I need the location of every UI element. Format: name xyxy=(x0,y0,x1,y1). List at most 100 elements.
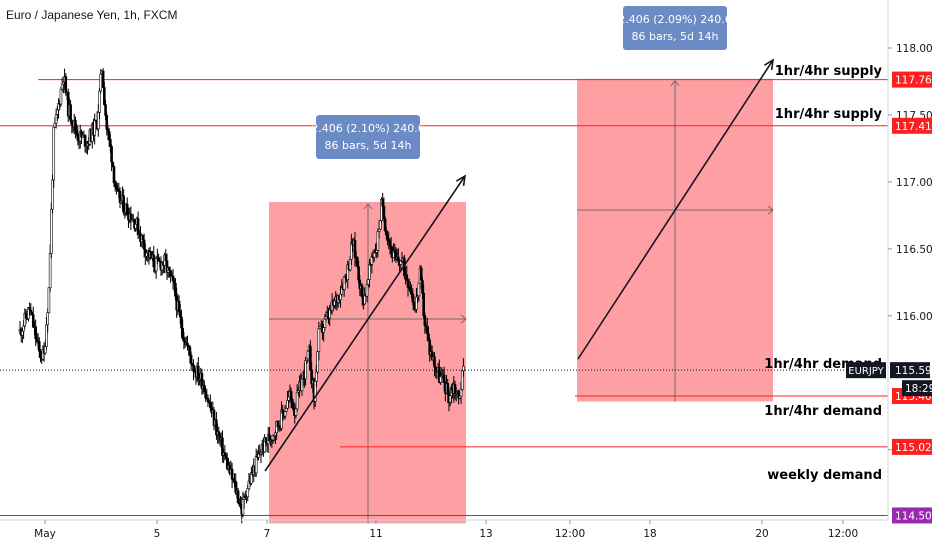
candle-body xyxy=(31,314,35,328)
x-tick-label: 7 xyxy=(264,528,271,540)
candle-body xyxy=(415,296,418,310)
level-price-tag xyxy=(892,71,932,88)
candle xyxy=(51,174,54,214)
candle xyxy=(34,319,37,347)
x-tick-label: 13 xyxy=(479,528,492,540)
candle-body xyxy=(44,346,47,354)
candle-body xyxy=(29,309,33,313)
candle-body xyxy=(304,360,307,380)
candle-body xyxy=(274,432,277,436)
candle-body xyxy=(224,455,228,459)
candle-body xyxy=(419,267,423,281)
candle-body xyxy=(104,104,107,116)
candle xyxy=(186,335,189,351)
candle-body xyxy=(171,275,175,281)
symbol-tag-text: EURJPY xyxy=(848,366,884,377)
candle-body xyxy=(177,300,181,313)
candle xyxy=(69,99,72,124)
candle-body xyxy=(47,287,51,314)
candle-body xyxy=(300,378,304,392)
candle-body xyxy=(172,280,176,284)
candle xyxy=(215,411,218,440)
candle-body xyxy=(388,240,392,247)
level-annotation: 1hr/4hr demand xyxy=(764,404,882,419)
candle xyxy=(241,491,245,518)
y-tick-label: 116.500 xyxy=(896,244,932,256)
candle-body xyxy=(409,287,412,292)
candle xyxy=(93,113,97,145)
candle xyxy=(50,202,53,258)
candle-body xyxy=(97,112,100,130)
candle-body xyxy=(37,341,41,352)
current-price-tag xyxy=(890,362,930,379)
candle xyxy=(254,448,258,477)
level-price-tag-text: 114.509 xyxy=(895,510,932,522)
chart-title: Euro / Japanese Yen, 1h, FXCM xyxy=(6,8,178,22)
candle xyxy=(200,368,204,395)
candle-body xyxy=(236,490,240,503)
y-tick-label: 116.000 xyxy=(896,311,932,323)
candle xyxy=(171,268,175,290)
candle-body xyxy=(366,279,370,285)
candle-body xyxy=(241,499,245,515)
candle-body xyxy=(157,256,160,261)
y-tick-label: 118.000 xyxy=(896,43,932,55)
candle-body xyxy=(174,282,177,297)
candle-body xyxy=(152,254,156,267)
candle xyxy=(250,466,253,486)
candle-body xyxy=(54,114,58,124)
candle-body xyxy=(410,291,413,295)
candle xyxy=(378,219,382,231)
candle-body xyxy=(324,316,328,320)
candle-body xyxy=(433,356,436,368)
candle-body xyxy=(230,468,234,480)
candle-body xyxy=(209,401,212,409)
candle-body xyxy=(168,266,171,271)
candle-body xyxy=(30,311,34,316)
candle-body xyxy=(46,312,50,326)
candle xyxy=(76,125,80,146)
candle-body xyxy=(24,312,28,319)
candle-body xyxy=(246,488,250,498)
candle xyxy=(192,359,195,381)
candle xyxy=(462,358,465,377)
candle xyxy=(236,487,240,505)
candle xyxy=(129,206,133,231)
candle-body xyxy=(105,115,109,130)
candle-body xyxy=(206,398,210,403)
candle-body xyxy=(204,391,207,399)
candle-body xyxy=(125,204,129,216)
candle-body xyxy=(342,276,346,290)
candle-body xyxy=(178,311,182,318)
candle xyxy=(57,98,60,119)
candle-body xyxy=(51,179,54,210)
candle-body xyxy=(422,292,425,317)
candle-body xyxy=(264,437,268,443)
candle-body xyxy=(377,228,381,232)
candle-body xyxy=(294,408,298,416)
candle-body xyxy=(180,316,183,329)
x-tick-label: 12:00 xyxy=(555,528,585,540)
level-price-tag xyxy=(892,507,932,524)
candle-body xyxy=(315,371,318,382)
candle-body xyxy=(107,131,111,140)
candle xyxy=(101,68,105,89)
candle-body xyxy=(397,256,400,262)
candle-body xyxy=(53,122,57,128)
candle xyxy=(52,126,56,188)
candle xyxy=(257,445,260,461)
level-annotation: 1hr/4hr supply xyxy=(775,64,883,79)
candle xyxy=(419,265,423,282)
candle xyxy=(263,434,266,453)
candle-body xyxy=(164,254,168,262)
level-price-tag-text: 117.419 xyxy=(895,121,932,133)
candle-body xyxy=(50,208,53,254)
candle-body xyxy=(322,327,325,333)
candle-body xyxy=(59,88,63,105)
candle-body xyxy=(122,195,125,213)
x-tick-label: May xyxy=(34,528,56,540)
candle-body xyxy=(52,126,56,181)
candle xyxy=(157,253,160,262)
